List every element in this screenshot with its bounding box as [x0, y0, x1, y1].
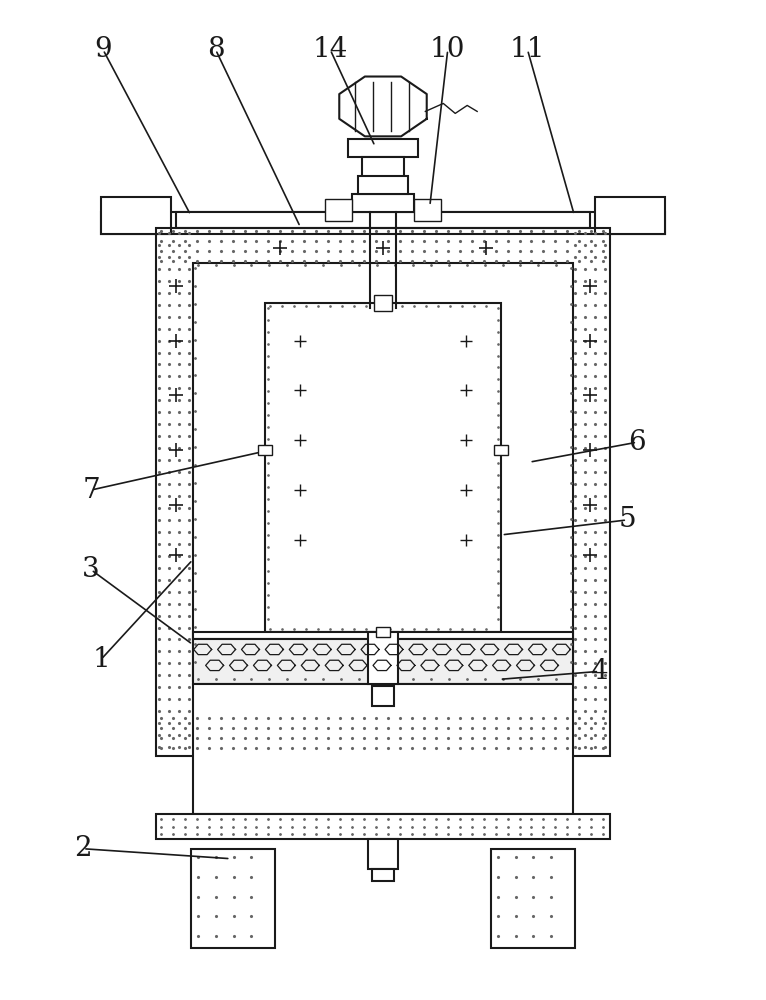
Bar	[368, 632, 398, 684]
Bar	[193, 684, 573, 814]
Bar	[191, 849, 276, 948]
Bar	[374, 295, 392, 311]
Bar	[352, 194, 414, 212]
Bar	[348, 139, 418, 157]
Bar	[193, 632, 573, 639]
Bar	[193, 263, 573, 681]
Bar	[175, 212, 591, 228]
Bar	[258, 445, 273, 455]
Text: 10: 10	[430, 36, 466, 63]
Text: 6: 6	[628, 429, 646, 456]
Bar	[376, 627, 390, 637]
Bar	[266, 303, 500, 632]
Bar	[490, 849, 575, 948]
Bar	[376, 298, 390, 308]
Bar	[595, 197, 665, 234]
Text: 8: 8	[207, 36, 224, 63]
Bar	[193, 639, 573, 684]
Text: 14: 14	[313, 36, 348, 63]
Text: 1: 1	[92, 646, 110, 673]
Bar	[101, 212, 665, 234]
Text: 11: 11	[509, 36, 545, 63]
Text: 3: 3	[82, 556, 100, 583]
Text: 2: 2	[74, 835, 92, 862]
Bar	[362, 157, 404, 212]
Text: 4: 4	[591, 658, 608, 685]
Text: 7: 7	[82, 477, 100, 504]
Bar	[358, 176, 408, 194]
Bar	[372, 686, 394, 706]
Bar	[155, 814, 611, 839]
Bar	[368, 839, 398, 869]
Bar	[493, 445, 508, 455]
Bar	[155, 228, 611, 756]
Text: 5: 5	[618, 506, 636, 533]
Bar	[101, 197, 171, 234]
Text: 9: 9	[94, 36, 112, 63]
Bar	[326, 199, 352, 221]
Bar	[414, 199, 440, 221]
Bar	[372, 869, 394, 881]
